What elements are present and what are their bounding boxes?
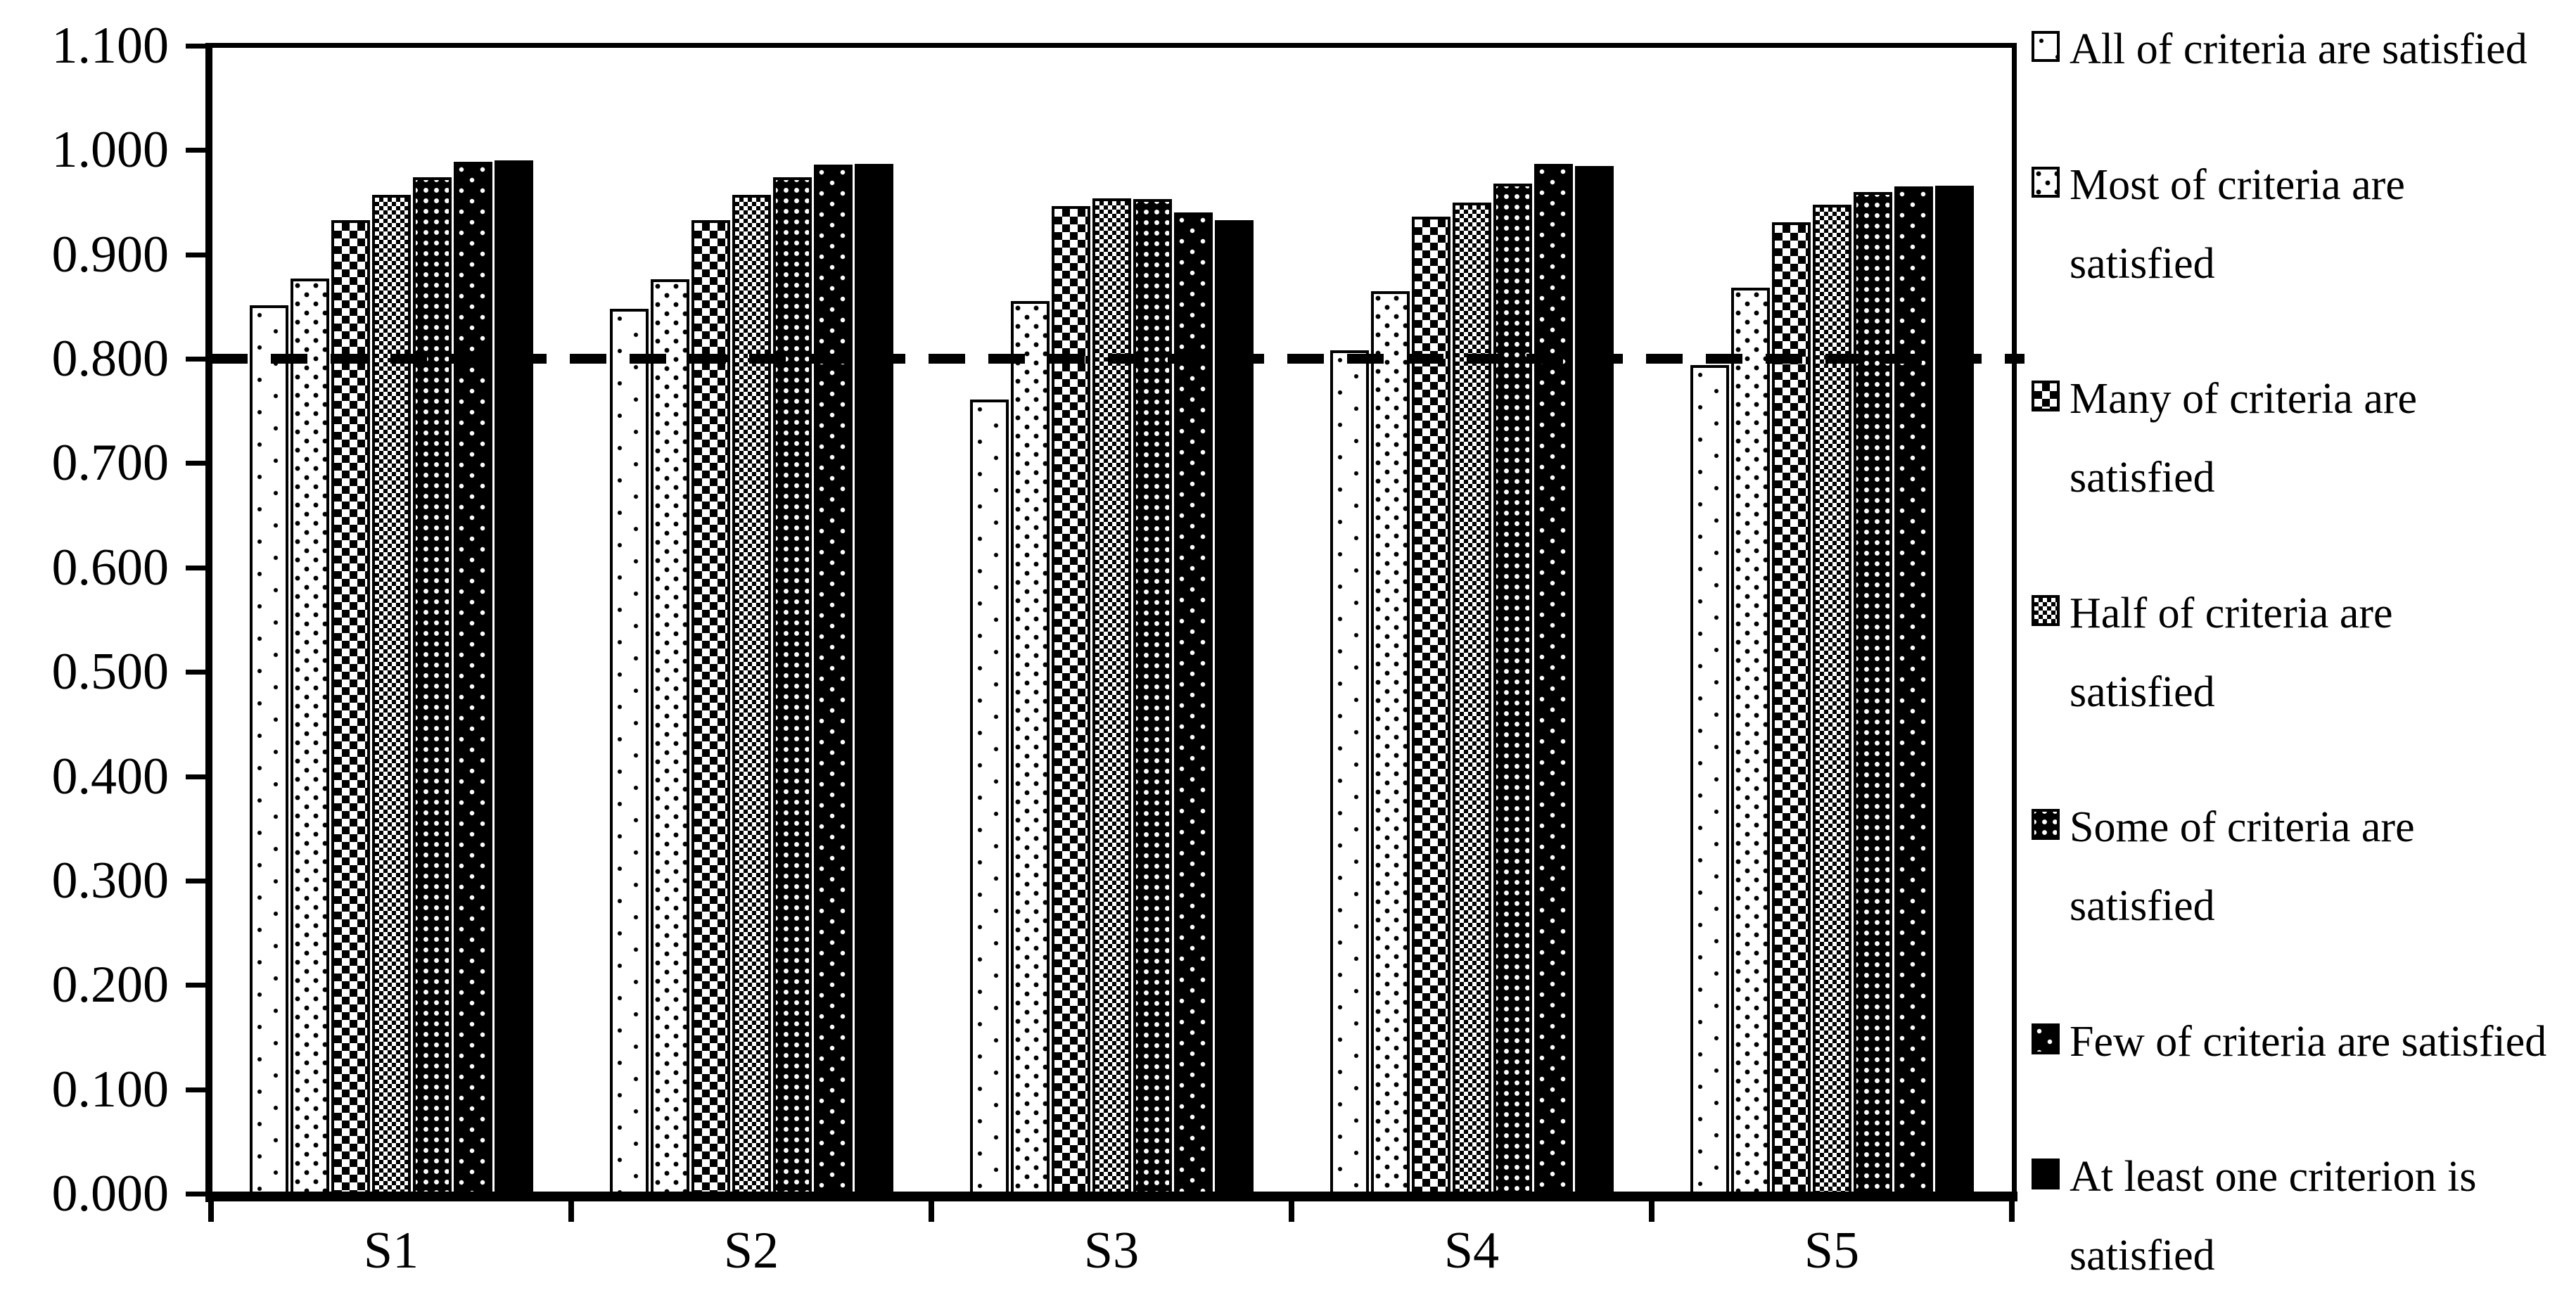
y-tick-label-0.200: 0.200 <box>51 956 170 1014</box>
x-tick-4 <box>1649 1201 1654 1222</box>
legend-label-4: Half of criteria are satisfied <box>2070 589 2393 716</box>
x-category-label-S4: S4 <box>1443 1222 1500 1279</box>
bar-S4-series-6 <box>1534 163 1573 1196</box>
y-tick-label-0.400: 0.400 <box>51 747 170 805</box>
bar-S3-series-2 <box>1010 301 1050 1196</box>
y-tick-1.000 <box>186 148 207 153</box>
bar-S3-series-1 <box>969 399 1009 1196</box>
legend-label-7: At least one criterion is satisfied <box>2070 1153 2477 1279</box>
legend-label-6: Few of criteria are satisfied <box>2070 1017 2547 1066</box>
y-tick-label-0.900: 0.900 <box>51 225 170 283</box>
bar-S5-series-5 <box>1853 191 1892 1196</box>
x-tick-1 <box>568 1201 574 1222</box>
y-tick-0.900 <box>186 252 207 257</box>
x-tick-5 <box>2009 1201 2015 1222</box>
legend-label-1: All of criteria are satisfied <box>2070 25 2527 73</box>
y-tick-0.000 <box>186 1192 207 1196</box>
y-tick-0.500 <box>186 670 207 675</box>
bar-S2-series-2 <box>650 279 689 1196</box>
bar-S4-series-5 <box>1493 183 1532 1196</box>
legend-swatch-checker-fine-icon <box>2032 594 2060 626</box>
y-tick-0.300 <box>186 878 207 883</box>
bar-S5-series-7 <box>1934 185 1974 1196</box>
y-tick-label-0.700: 0.700 <box>51 434 170 492</box>
bar-S4-series-3 <box>1411 217 1450 1196</box>
legend-label-3: Many of criteria are satisfied <box>2070 375 2418 502</box>
x-category-label-S2: S2 <box>723 1222 779 1279</box>
bar-S2-series-5 <box>772 177 812 1196</box>
bar-S2-series-7 <box>854 163 893 1196</box>
bar-S4-series-2 <box>1370 291 1410 1196</box>
bar-S1-series-6 <box>453 161 492 1196</box>
legend-item-4: Half of criteria are satisfied <box>2032 574 2566 732</box>
legend-item-6: Few of criteria are satisfied <box>2032 1002 2566 1081</box>
bar-S1-series-5 <box>412 177 452 1196</box>
legend-swatch-checker-coarse-icon <box>2032 381 2060 411</box>
y-tick-label-1.100: 1.100 <box>51 17 170 75</box>
bar-S1-series-4 <box>371 195 411 1196</box>
bar-S2-series-6 <box>813 165 853 1196</box>
y-tick-label-0.100: 0.100 <box>51 1060 170 1118</box>
legend-item-5: Some of criteria are satisfied <box>2032 788 2566 945</box>
bar-S5-series-4 <box>1812 204 1851 1196</box>
bar-S5-series-1 <box>1690 364 1729 1196</box>
bar-S4-series-4 <box>1452 202 1491 1196</box>
bar-S2-series-4 <box>732 195 771 1196</box>
x-tick-3 <box>1289 1201 1294 1222</box>
y-tick-0.100 <box>186 1087 207 1092</box>
legend-item-1: All of criteria are satisfied <box>2032 10 2566 89</box>
legend: All of criteria are satisfied Most of cri… <box>2032 0 2566 1302</box>
bar-S3-series-3 <box>1051 206 1090 1196</box>
legend-label-5: Some of criteria are satisfied <box>2070 803 2415 930</box>
y-tick-0.600 <box>186 565 207 570</box>
x-category-label-S5: S5 <box>1804 1222 1860 1279</box>
x-category-label-S3: S3 <box>1083 1222 1140 1279</box>
y-tick-label-0.000: 0.000 <box>51 1165 170 1223</box>
y-axis-line <box>205 43 212 1202</box>
legend-swatch-sparse-dots-dark-icon <box>2032 1023 2060 1054</box>
legend-swatch-grid-dots-dark-icon <box>2032 809 2060 840</box>
bar-S1-series-7 <box>494 160 533 1196</box>
x-axis-line <box>205 1192 2017 1201</box>
bar-S3-series-5 <box>1133 199 1172 1196</box>
bar-S1-series-3 <box>331 219 370 1196</box>
legend-item-3: Many of criteria are satisfied <box>2032 359 2566 517</box>
y-tick-0.200 <box>186 983 207 988</box>
y-tick-0.700 <box>186 461 207 466</box>
legend-item-7: At least one criterion is satisfied <box>2032 1137 2566 1295</box>
x-category-label-S1: S1 <box>363 1222 419 1279</box>
bar-S5-series-3 <box>1771 222 1811 1196</box>
bar-S3-series-4 <box>1092 198 1131 1196</box>
bar-S5-series-6 <box>1894 186 1933 1196</box>
bar-S1-series-1 <box>249 305 288 1196</box>
bar-S1-series-2 <box>290 278 329 1196</box>
legend-swatch-dots-medium-icon <box>2032 166 2060 198</box>
y-tick-label-0.600: 0.600 <box>51 538 170 596</box>
bar-S5-series-2 <box>1730 288 1770 1196</box>
legend-swatch-solid-black-icon <box>2032 1159 2060 1189</box>
bar-S2-series-1 <box>609 308 649 1196</box>
x-tick-0 <box>208 1201 214 1222</box>
bar-S3-series-7 <box>1214 219 1254 1196</box>
legend-swatch-dots-light-icon <box>2032 31 2060 62</box>
y-tick-0.800 <box>186 357 207 362</box>
y-tick-label-0.300: 0.300 <box>51 851 170 910</box>
x-tick-2 <box>929 1201 934 1222</box>
y-tick-1.100 <box>186 44 207 49</box>
y-tick-label-0.500: 0.500 <box>51 643 170 701</box>
legend-label-2: Most of criteria are satisfied <box>2070 160 2405 288</box>
bar-S2-series-3 <box>691 219 730 1196</box>
bar-S4-series-1 <box>1330 350 1369 1196</box>
plot-border-top <box>205 43 2016 48</box>
bar-S4-series-7 <box>1574 165 1614 1196</box>
legend-item-2: Most of criteria are satisfied <box>2032 146 2566 303</box>
y-tick-label-1.000: 1.000 <box>51 121 170 179</box>
y-tick-label-0.800: 0.800 <box>51 330 170 388</box>
reference-line-0.8 <box>211 354 2025 364</box>
plot-border-right <box>2012 43 2017 1196</box>
y-tick-0.400 <box>186 774 207 779</box>
